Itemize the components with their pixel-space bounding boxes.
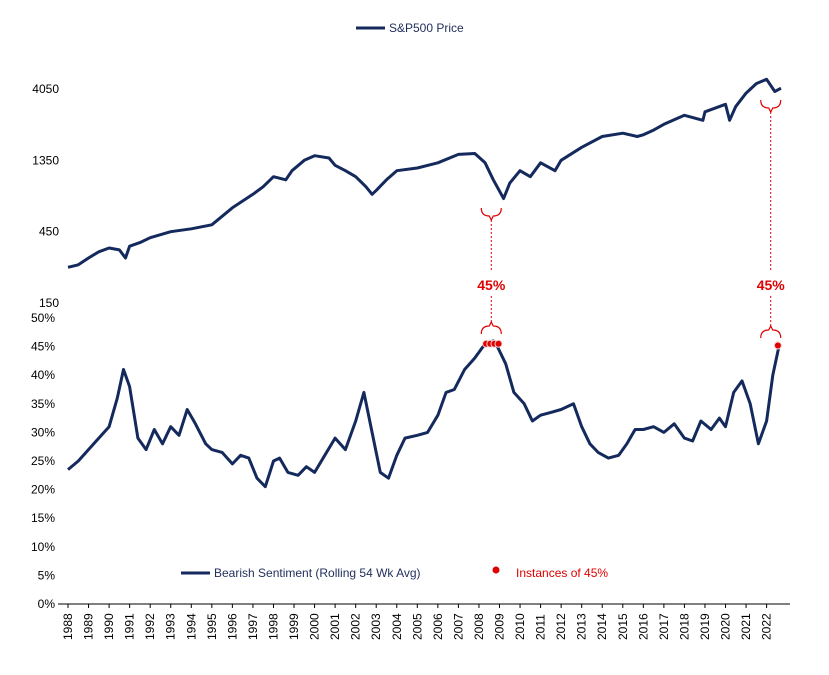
x-tick-label: 2021: [739, 613, 753, 640]
price-legend: S&P500 Price: [356, 21, 464, 35]
x-tick-label: 2020: [719, 613, 733, 640]
x-tick-label: 2000: [308, 613, 322, 640]
upper-brace: [480, 207, 502, 222]
lower-brace: [480, 320, 502, 335]
annotations: 45% 45%: [477, 99, 786, 339]
x-tick-label: 1996: [225, 613, 239, 640]
x-tick-label: 1993: [164, 613, 178, 640]
sentiment-y-tick: 50%: [31, 311, 55, 325]
sentiment-y-tick: 10%: [31, 540, 55, 554]
x-tick-label: 2007: [451, 613, 465, 640]
sentiment-y-tick: 25%: [31, 454, 55, 468]
x-tick-label: 2010: [513, 613, 527, 640]
sentiment-y-axis: 0% 5% 10% 15% 20% 25% 30% 35% 40% 45% 50%: [31, 311, 55, 611]
x-tick-label: 2011: [534, 614, 548, 640]
x-tick-label: 1988: [61, 613, 75, 640]
annotation-45-label: 45%: [757, 277, 786, 293]
x-tick-label: 1992: [143, 613, 157, 640]
sentiment-y-tick: 30%: [31, 425, 55, 439]
price-y-tick: 150: [39, 296, 59, 310]
sentiment-legend: Bearish Sentiment (Rolling 54 Wk Avg) In…: [181, 566, 608, 580]
sentiment-y-tick: 45%: [31, 340, 55, 354]
x-tick-label: 2019: [698, 613, 712, 640]
x-tick-label: 2012: [554, 613, 568, 640]
instance-45-dot: [494, 339, 503, 348]
price-y-axis: 4050 1350 450 150: [32, 82, 59, 310]
x-tick-label: 2017: [657, 613, 671, 640]
x-tick-label: 2006: [431, 613, 445, 640]
x-tick-label: 2016: [636, 613, 650, 640]
x-tick-label: 2008: [472, 613, 486, 640]
x-tick-label: 2022: [760, 613, 774, 640]
x-tick-label: 1997: [246, 613, 260, 640]
x-tick-label: 2003: [369, 613, 383, 640]
x-tick-label: 2002: [349, 613, 363, 640]
annotation-45-label: 45%: [477, 277, 506, 293]
price-y-tick: 1350: [32, 153, 59, 167]
x-tick-label: 2009: [492, 613, 506, 640]
x-tick-label: 2015: [616, 613, 630, 640]
price-y-tick: 450: [39, 225, 59, 239]
sentiment-y-tick: 20%: [31, 483, 55, 497]
x-tick-label: 1990: [102, 613, 116, 640]
sentiment-y-tick: 5%: [38, 568, 56, 582]
x-tick-label: 2005: [410, 613, 424, 640]
sentiment-line: [67, 339, 781, 489]
instances-legend-label: Instances of 45%: [516, 566, 608, 580]
x-tick-label: 2001: [328, 613, 342, 640]
upper-brace: [760, 99, 782, 114]
x-tick-label: 1998: [266, 613, 280, 640]
price-legend-label: S&P500 Price: [389, 21, 464, 35]
x-tick-label: 1999: [287, 613, 301, 640]
sentiment-plot: [67, 339, 782, 489]
lower-brace: [760, 324, 782, 339]
instances-legend-marker: [492, 566, 500, 574]
x-tick-label: 2013: [575, 613, 589, 640]
x-axis: 1988 1989 1990 1991 1992 1993 1994 1995 1996 1997…: [61, 604, 774, 640]
x-tick-label: 1995: [205, 613, 219, 640]
x-tick-label: 2014: [595, 613, 609, 640]
sentiment-legend-label: Bearish Sentiment (Rolling 54 Wk Avg): [214, 566, 421, 580]
x-tick-label: 1989: [82, 613, 96, 640]
x-tick-label: 2018: [677, 613, 691, 640]
sentiment-y-tick: 35%: [31, 397, 55, 411]
price-y-tick: 4050: [32, 82, 59, 96]
price-line: [67, 77, 782, 269]
x-tick-label: 2004: [390, 613, 404, 640]
x-tick-label: 1994: [184, 613, 198, 640]
x-tick-label: 1991: [123, 613, 137, 640]
instance-45-dot: [773, 341, 782, 350]
sentiment-y-tick: 40%: [31, 368, 55, 382]
sentiment-y-tick: 15%: [31, 511, 55, 525]
sentiment-y-tick: 0%: [38, 597, 56, 611]
price-plot: [67, 77, 782, 269]
